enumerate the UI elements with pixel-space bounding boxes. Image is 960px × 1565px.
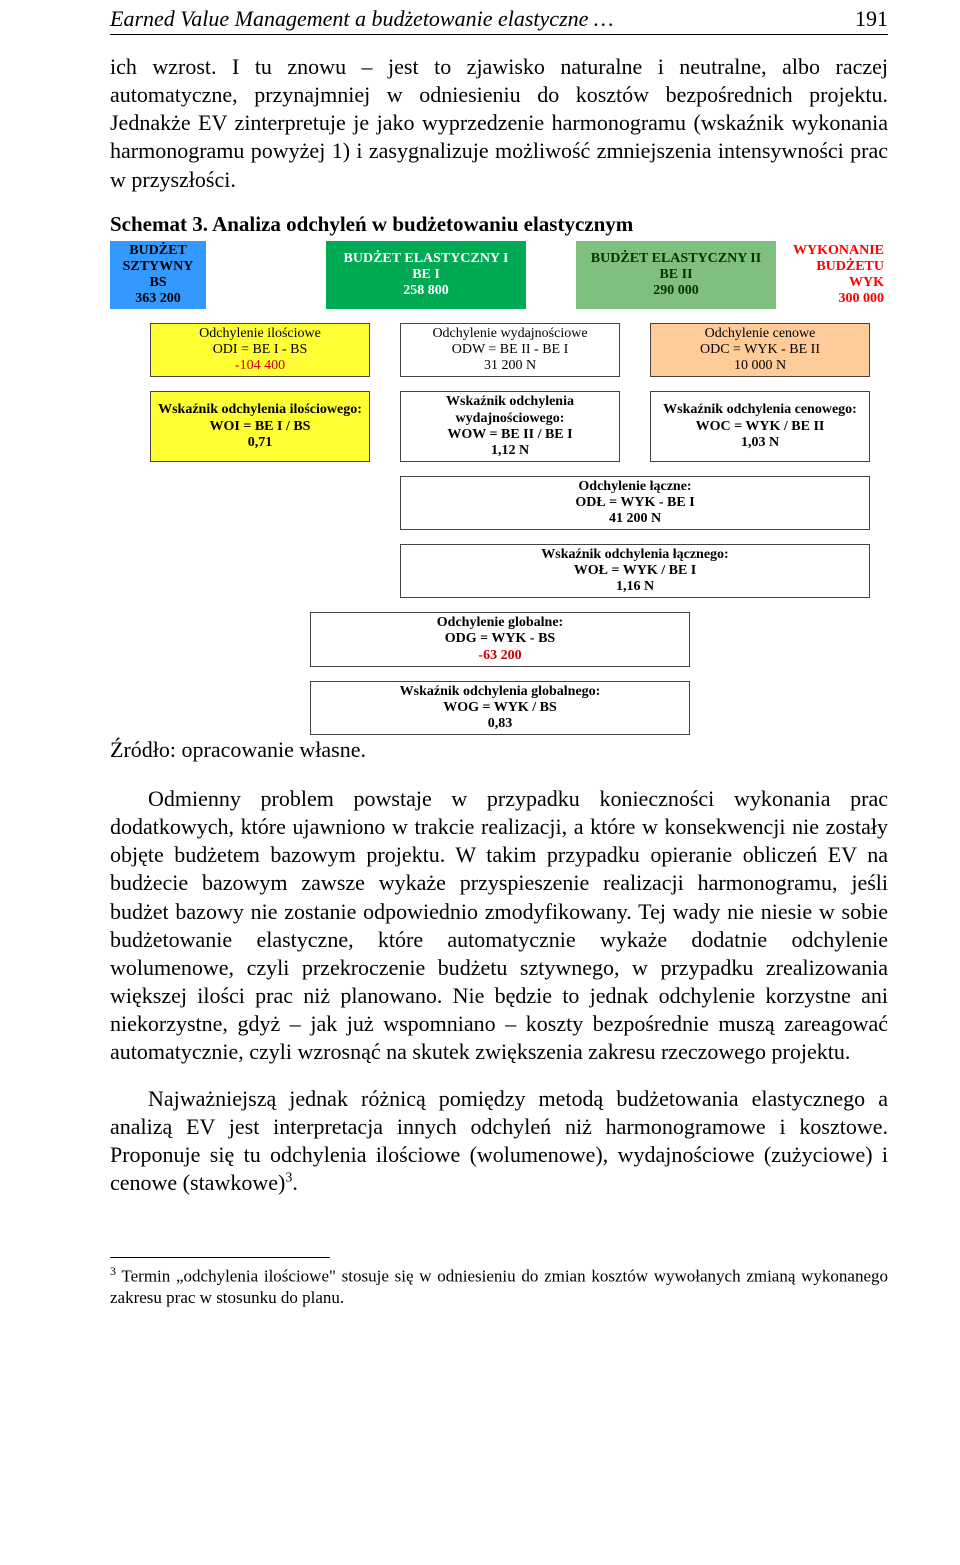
page-number: 191 xyxy=(855,6,888,32)
box-bs: BUDŻET SZTYWNY BS 363 200 xyxy=(110,241,206,309)
box-be1: BUDŻET ELASTYCZNY I BE I 258 800 xyxy=(326,241,526,309)
footnote-3: 3 Termin „odchylenia ilościowe" stosuje … xyxy=(110,1264,888,1308)
running-title: Earned Value Management a budżetowanie e… xyxy=(110,6,613,32)
schema-title: Schemat 3. Analiza odchyleń w budżetowan… xyxy=(110,212,888,237)
box-odl: Odchylenie łączne: ODŁ = WYK - BE I 41 2… xyxy=(400,476,870,530)
source-caption: Źródło: opracowanie własne. xyxy=(110,737,888,763)
box-odw: Odchylenie wydajnościowe ODW = BE II - B… xyxy=(400,323,620,377)
box-odi: Odchylenie ilościowe ODI = BE I - BS -10… xyxy=(150,323,370,377)
box-wyk: WYKONANIE BUDŻETU WYK 300 000 xyxy=(788,241,888,309)
box-woc: Wskaźnik odchylenia cenowego: WOC = WYK … xyxy=(650,391,870,461)
box-wow: Wskaźnik odchylenia wydajnościowego: WOW… xyxy=(400,391,620,461)
box-be2: BUDŻET ELASTYCZNY II BE II 290 000 xyxy=(576,241,776,309)
paragraph-2: Odmienny problem powstaje w przypadku ko… xyxy=(110,785,888,1067)
footnote-separator xyxy=(110,1257,330,1258)
paragraph-3: Najważniejszą jednak różnicą pomiędzy me… xyxy=(110,1085,888,1198)
box-woi: Wskaźnik odchylenia ilościowego: WOI = B… xyxy=(150,391,370,461)
header-rule xyxy=(110,34,888,35)
box-wog: Wskaźnik odchylenia globalnego: WOG = WY… xyxy=(310,681,690,735)
schema-diagram: BUDŻET SZTYWNY BS 363 200 BUDŻET ELASTYC… xyxy=(110,241,888,735)
box-odg: Odchylenie globalne: ODG = WYK - BS -63 … xyxy=(310,612,690,666)
box-odc: Odchylenie cenowe ODC = WYK - BE II 10 0… xyxy=(650,323,870,377)
paragraph-1: ich wzrost. I tu znowu – jest to zjawisk… xyxy=(110,53,888,194)
box-wol: Wskaźnik odchylenia łącznego: WOŁ = WYK … xyxy=(400,544,870,598)
running-header: Earned Value Management a budżetowanie e… xyxy=(110,6,888,32)
